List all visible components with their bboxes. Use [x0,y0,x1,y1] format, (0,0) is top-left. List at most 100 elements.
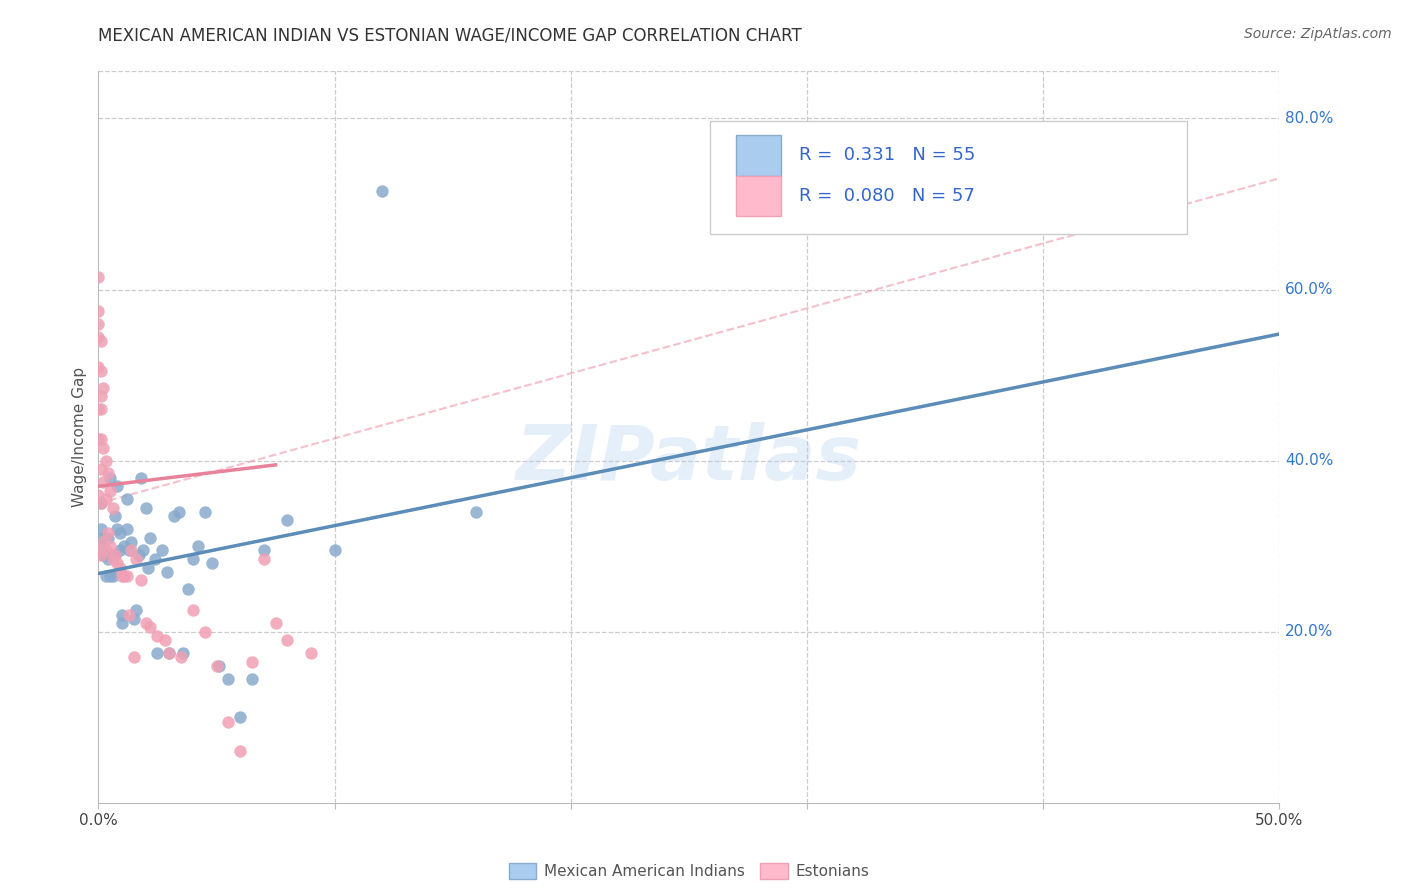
Point [90,548,112,562]
Point [94,548,117,562]
Point [90,496,112,510]
Point [139,531,162,545]
Point [98,539,121,553]
Point [299,646,322,660]
Point [105,556,128,570]
Point [104,548,127,562]
Point [91,531,114,545]
Point [122,650,145,665]
Point [135,500,157,515]
Text: 60.0%: 60.0% [1285,282,1334,297]
Point [91,534,114,549]
Point [91,381,114,395]
Y-axis label: Wage/Income Gap: Wage/Income Gap [72,367,87,508]
Legend: Mexican American Indians, Estonians: Mexican American Indians, Estonians [509,863,869,880]
Point [111,616,134,631]
Point [121,543,143,558]
Point [240,655,263,669]
Point [115,522,138,536]
Point [323,543,346,558]
Point [94,492,117,507]
Point [465,505,488,519]
Point [129,574,152,588]
Point [87,359,110,374]
Point [125,552,148,566]
Point [118,607,141,622]
Text: ZIPatlas: ZIPatlas [516,422,862,496]
Point [90,389,112,403]
Point [90,522,112,536]
Point [181,552,204,566]
Point [108,560,131,574]
Point [90,364,112,378]
Point [98,483,121,498]
Point [104,548,127,562]
Point [264,616,287,631]
Point [136,560,159,574]
Point [101,552,124,566]
Point [97,531,120,545]
Point [146,646,169,660]
Point [111,607,134,622]
Point [194,624,217,639]
Point [115,569,138,583]
Point [208,659,231,673]
Point [90,462,112,476]
Point [217,672,239,686]
Point [240,672,263,686]
Point [90,432,112,446]
Point [177,582,200,596]
Point [105,522,128,536]
Point [217,714,239,729]
Point [229,744,252,758]
Point [253,552,276,566]
Point [156,565,179,579]
Point [104,509,127,524]
Point [172,646,194,660]
Point [163,509,186,524]
Point [276,633,298,648]
Point [87,402,110,417]
Point [118,543,141,558]
Text: 80.0%: 80.0% [1285,111,1334,126]
Point [90,539,112,553]
Point [125,603,148,617]
Text: 20.0%: 20.0% [1285,624,1334,640]
Text: Source: ZipAtlas.com: Source: ZipAtlas.com [1244,27,1392,41]
Point [87,432,110,446]
Point [90,402,112,417]
Point [146,629,169,643]
Point [98,471,121,485]
Point [276,514,298,528]
Point [97,552,120,566]
Point [122,612,145,626]
Point [167,505,190,519]
Point [111,569,134,583]
Point [98,569,121,583]
FancyBboxPatch shape [710,121,1187,234]
Point [91,548,114,562]
Point [94,543,117,558]
Point [112,569,135,583]
Point [91,475,114,489]
Point [115,492,138,507]
Point [90,334,112,348]
Point [87,329,110,343]
Point [132,543,155,558]
Point [121,534,143,549]
Point [187,539,209,553]
Point [87,543,110,558]
Point [201,556,224,570]
Point [150,543,173,558]
FancyBboxPatch shape [737,136,782,176]
Point [170,650,193,665]
Point [94,569,117,583]
Point [157,646,180,660]
Point [87,304,110,318]
Point [135,616,157,631]
Point [253,543,276,558]
Text: R =  0.331   N = 55: R = 0.331 N = 55 [799,146,976,164]
Point [112,539,135,553]
Point [194,505,217,519]
Point [91,441,114,455]
